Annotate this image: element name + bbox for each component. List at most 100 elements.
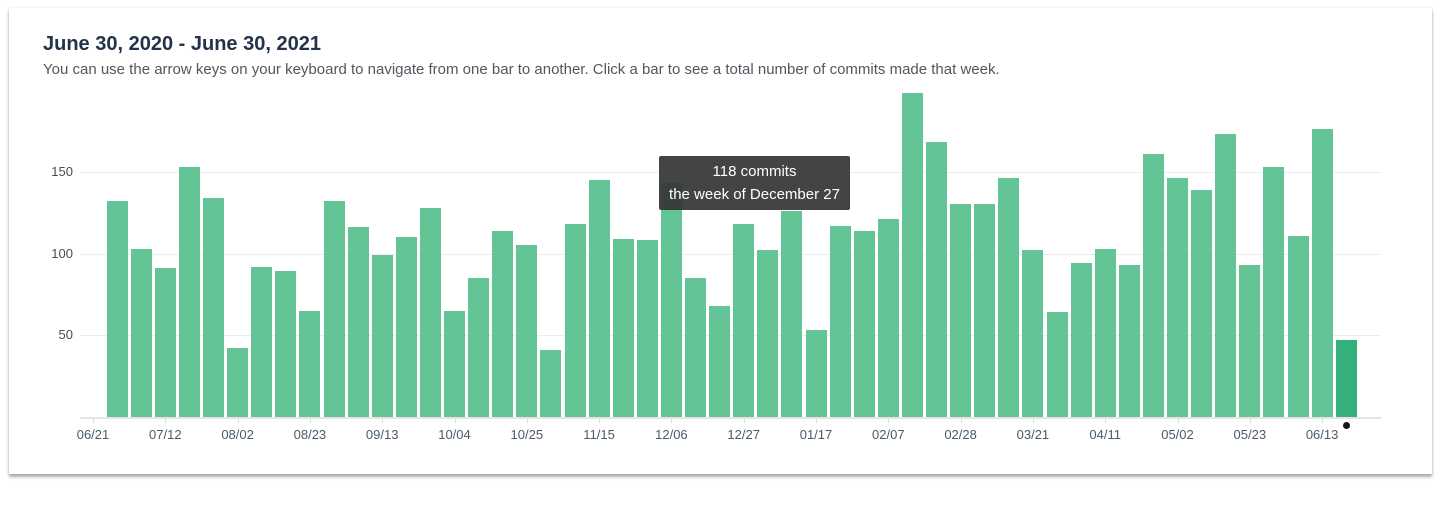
commit-bar-12-13[interactable] bbox=[685, 278, 706, 417]
x-axis-label-10-25: 10/25 bbox=[510, 427, 544, 442]
x-axis-tick-08-23 bbox=[309, 419, 311, 423]
commit-bar-11-29[interactable] bbox=[636, 240, 658, 417]
commit-bar-09-27[interactable] bbox=[419, 207, 441, 417]
x-axis-tick-07-12 bbox=[165, 419, 167, 423]
x-axis-label-09-13: 09/13 bbox=[365, 427, 399, 442]
commit-bar-12-20[interactable] bbox=[709, 305, 731, 417]
commit-bar-01-03[interactable] bbox=[757, 250, 779, 417]
x-axis-tick-02-07 bbox=[888, 419, 890, 423]
commit-bar-11-22[interactable] bbox=[612, 238, 634, 417]
commit-bar-09-13[interactable] bbox=[371, 255, 393, 417]
commit-bar-01-24[interactable] bbox=[829, 225, 851, 417]
x-axis-tick-12-06 bbox=[671, 419, 673, 423]
x-axis-label-02-28: 02/28 bbox=[944, 427, 977, 442]
commit-bar-08-02[interactable] bbox=[227, 348, 249, 417]
x-axis-label-04-11: 04/11 bbox=[1089, 427, 1121, 442]
commit-bar-10-25[interactable] bbox=[516, 245, 538, 417]
x-axis-tick-05-02 bbox=[1177, 419, 1179, 423]
commit-bar-06-06[interactable] bbox=[1287, 235, 1309, 417]
commit-bar-04-11[interactable] bbox=[1094, 248, 1116, 417]
commit-bar-02-21[interactable] bbox=[926, 142, 947, 417]
x-axis-label-10-04: 10/04 bbox=[438, 427, 471, 442]
commit-bar-11-15[interactable] bbox=[588, 179, 610, 417]
x-axis-tick-11-15 bbox=[599, 419, 601, 423]
date-range-title: June 30, 2020 - June 30, 2021 bbox=[43, 33, 321, 55]
commit-bar-02-14[interactable] bbox=[901, 93, 923, 417]
commit-bar-06-28[interactable] bbox=[106, 201, 128, 417]
commit-bar-03-07[interactable] bbox=[974, 204, 996, 417]
x-axis-label-11-15: 11/15 bbox=[583, 427, 615, 442]
commit-bar-06-13[interactable] bbox=[1311, 129, 1333, 417]
commit-bar-09-20[interactable] bbox=[395, 237, 417, 417]
x-axis-tick-03-21 bbox=[1032, 419, 1034, 423]
x-axis-label-05-23: 05/23 bbox=[1233, 427, 1267, 442]
commit-bar-08-09[interactable] bbox=[251, 266, 273, 417]
commit-bar-08-23[interactable] bbox=[299, 310, 321, 417]
x-axis-label-06-21: 06/21 bbox=[76, 427, 110, 442]
commit-activity-card: June 30, 2020 - June 30, 2021 You can us… bbox=[9, 8, 1432, 474]
x-axis-tick-05-23 bbox=[1249, 419, 1251, 423]
x-axis-tick-09-13 bbox=[382, 419, 384, 423]
x-axis-tick-12-27 bbox=[743, 419, 745, 423]
commit-bar-01-17[interactable] bbox=[805, 330, 827, 417]
commit-bar-01-10[interactable] bbox=[781, 210, 803, 417]
x-axis-label-08-23: 08/23 bbox=[293, 427, 327, 442]
x-axis-tick-06-21 bbox=[93, 419, 94, 423]
commit-bar-03-14[interactable] bbox=[998, 178, 1020, 417]
commit-bar-09-06[interactable] bbox=[347, 227, 369, 417]
commit-bar-10-11[interactable] bbox=[468, 278, 490, 417]
x-axis-label-03-21: 03/21 bbox=[1016, 427, 1050, 442]
x-axis-tick-10-04 bbox=[454, 419, 456, 423]
x-axis-tick-01-17 bbox=[816, 419, 817, 423]
x-axis-tick-06-13 bbox=[1322, 419, 1324, 423]
commit-tooltip: 118 commits the week of December 27 bbox=[659, 156, 850, 210]
x-axis-label-07-12: 07/12 bbox=[149, 427, 182, 442]
y-axis-label-150: 150 bbox=[51, 163, 73, 179]
commit-bar-07-19[interactable] bbox=[178, 166, 200, 417]
x-axis-tick-10-25 bbox=[526, 419, 528, 423]
commit-bar-04-25[interactable] bbox=[1142, 153, 1164, 417]
x-axis-label-01-17: 01/17 bbox=[799, 427, 833, 442]
commit-bar-11-08[interactable] bbox=[564, 224, 586, 417]
x-axis-label-12-27: 12/27 bbox=[727, 427, 760, 442]
x-axis-line bbox=[80, 417, 1381, 419]
commit-bar-07-05[interactable] bbox=[130, 248, 152, 417]
tooltip-commits-count: 118 commits bbox=[712, 163, 797, 180]
x-axis-tick-04-11 bbox=[1105, 419, 1107, 423]
gridline-100 bbox=[80, 253, 1381, 255]
commit-bar-05-02[interactable] bbox=[1167, 178, 1188, 417]
x-axis-label-02-07: 02/07 bbox=[872, 427, 905, 442]
commit-bar-01-31[interactable] bbox=[853, 230, 875, 417]
commit-bar-06-20[interactable] bbox=[1335, 340, 1357, 417]
x-axis-tick-02-28 bbox=[960, 419, 962, 423]
commit-bar-08-30[interactable] bbox=[323, 201, 345, 417]
x-axis-label-05-02: 05/02 bbox=[1161, 427, 1194, 442]
commit-bar-10-18[interactable] bbox=[492, 230, 514, 417]
x-axis-label-06-13: 06/13 bbox=[1305, 427, 1339, 442]
commit-bar-08-16[interactable] bbox=[275, 271, 297, 417]
chart-instructions: You can use the arrow keys on your keybo… bbox=[43, 61, 1000, 78]
y-axis-label-100: 100 bbox=[51, 245, 73, 261]
commit-bar-10-04[interactable] bbox=[444, 310, 465, 417]
commit-bar-12-27[interactable] bbox=[733, 224, 755, 417]
tooltip-week-label: the week of December 27 bbox=[669, 186, 840, 203]
selected-week-dot bbox=[1342, 421, 1350, 429]
commit-bar-07-12[interactable] bbox=[154, 268, 176, 417]
commit-bar-12-06[interactable] bbox=[660, 183, 682, 417]
commit-bar-05-23[interactable] bbox=[1239, 264, 1261, 417]
commit-bar-07-26[interactable] bbox=[203, 197, 224, 417]
commit-chart: 50 100 150 06/21 07/12 08/02 08/23 09/13 10/04 10… bbox=[9, 8, 1432, 474]
x-axis-tick-08-02 bbox=[237, 419, 239, 423]
commit-bar-05-09[interactable] bbox=[1191, 189, 1213, 417]
commit-bar-03-21[interactable] bbox=[1022, 250, 1044, 417]
commit-bar-03-28[interactable] bbox=[1046, 312, 1068, 417]
commit-bar-02-07[interactable] bbox=[877, 219, 899, 417]
commit-bar-04-18[interactable] bbox=[1118, 264, 1140, 417]
commit-bar-02-28[interactable] bbox=[950, 204, 972, 417]
commit-bar-11-01[interactable] bbox=[540, 349, 562, 417]
commit-bar-05-16[interactable] bbox=[1215, 134, 1237, 417]
commit-bar-04-04[interactable] bbox=[1070, 263, 1092, 417]
gridline-50 bbox=[80, 335, 1381, 337]
x-axis-label-08-02: 08/02 bbox=[221, 427, 254, 442]
commit-bar-05-30[interactable] bbox=[1263, 166, 1285, 417]
